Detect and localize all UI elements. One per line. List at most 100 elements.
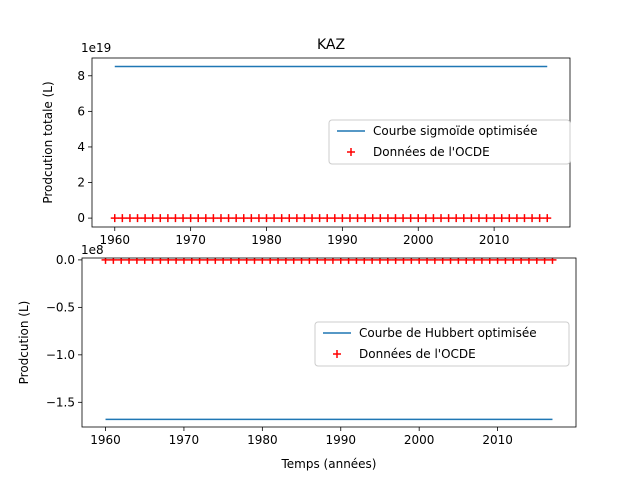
data-point [524,258,533,264]
data-point [512,214,521,223]
x-tick-label: 1980 [251,233,282,247]
data-point [156,258,165,264]
data-point [289,258,298,264]
data-point [234,258,243,264]
legend: Courbe sigmoïde optimisée Données de l'OC… [328,119,571,165]
data-point [383,258,392,264]
data-point [125,258,134,264]
data-point [226,258,235,264]
data-point [517,258,526,264]
legend-label: Courbe de Hubbert optimisée [359,326,537,340]
data-point [345,214,354,223]
data-point [179,258,188,264]
data-point [203,258,212,264]
legend-label: Courbe sigmoïde optimisée [373,124,538,138]
data-point [353,214,362,223]
data-point [391,214,400,223]
y-tick-label: 0 [77,211,85,225]
chart-title: KAZ [317,37,345,53]
data-point [163,214,172,223]
plot-area [101,258,557,421]
data-point [232,214,241,223]
data-point [216,214,225,223]
data-point [467,214,476,223]
data-point [470,258,479,264]
data-point [437,214,446,223]
data-point [262,214,271,223]
x-tick-label: 2010 [482,433,513,447]
data-point [462,258,471,264]
data-point [535,214,544,223]
data-point [292,214,301,223]
y-axis-label: Prodcution totale (L) [41,81,55,203]
data-point [406,214,415,223]
data-point [156,214,165,223]
data-point [219,258,228,264]
data-point [414,214,423,223]
x-tick-label: 2010 [479,233,510,247]
data-point [109,258,118,264]
data-point [352,258,361,264]
data-point [540,258,549,264]
x-tick-label: 2000 [404,433,435,447]
data-point [247,214,256,223]
legend-label: Données de l'OCDE [373,145,490,159]
y-tick-label: −1.0 [46,348,75,362]
data-point [140,258,149,264]
x-tick-label: 1990 [325,433,356,447]
data-point [509,258,518,264]
data-point [438,258,447,264]
x-tick-label: 2000 [403,233,434,247]
data-point [330,214,339,223]
plot-area [110,65,552,223]
data-point [179,214,188,223]
data-point [505,214,514,223]
y-tick-label: 4 [77,140,85,154]
data-point [421,214,430,223]
data-point [485,258,494,264]
data-point [132,258,141,264]
data-point [328,258,337,264]
data-point [423,258,432,264]
y-tick-label: 2 [77,176,85,190]
data-point [224,214,233,223]
data-point [141,214,150,223]
data-point [532,258,541,264]
data-point [118,214,127,223]
data-point [361,214,370,223]
data-point [133,214,142,223]
data-point [429,214,438,223]
y-axis-label: Prodcution (L) [17,301,31,385]
data-point [399,258,408,264]
y-tick-label: −1.5 [46,395,75,409]
x-axis-label: Temps (années) [281,457,377,471]
data-point [277,214,286,223]
y-tick-label: −0.5 [46,300,75,314]
data-point [501,258,510,264]
x-tick-label: 1960 [90,433,121,447]
data-point [474,214,483,223]
x-tick-label: 1960 [99,233,130,247]
data-point [415,258,424,264]
data-point [490,214,499,223]
data-point [446,258,455,264]
data-point [477,258,486,264]
data-point [148,258,157,264]
data-point [376,214,385,223]
legend-box [328,119,571,165]
data-point [254,214,263,223]
data-point [444,214,453,223]
data-point [315,214,324,223]
data-point [375,258,384,264]
data-point [338,214,347,223]
data-point [430,258,439,264]
data-point [270,214,279,223]
data-point [383,214,392,223]
data-point [209,214,218,223]
data-point [148,214,157,223]
data-point [117,258,126,264]
data-point [211,258,220,264]
axis-offset-label: 1e8 [81,243,104,257]
data-point [548,258,557,264]
